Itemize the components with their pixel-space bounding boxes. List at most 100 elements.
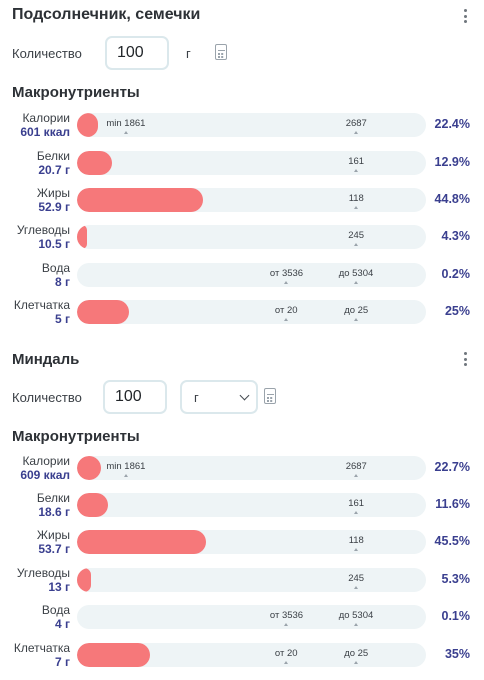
- unit-select-value: г: [194, 389, 199, 405]
- progress-fill: [77, 188, 203, 212]
- nutrient-progress-bar: от 20 до 25: [77, 300, 426, 324]
- progress-fill: [77, 530, 207, 554]
- norm-marker-label: 2687: [345, 461, 367, 472]
- norm-marker-label: до 25: [344, 305, 369, 316]
- norm-marker-tick: [123, 474, 128, 477]
- nutrient-percent: 25%: [444, 304, 470, 318]
- nutrient-progress-bar: 245: [77, 225, 426, 249]
- norm-marker-label: до 5304: [338, 268, 374, 279]
- progress-fill: [77, 643, 151, 667]
- norm-marker-label: 118: [348, 535, 364, 546]
- progress-fill: [77, 493, 109, 517]
- nutrient-name: Калории: [22, 111, 70, 125]
- progress-fill: [77, 300, 130, 324]
- food-title: Миндаль: [12, 351, 80, 368]
- norm-marker-label: до 5304: [338, 610, 374, 621]
- nutrient-row: Жиры 53.7 г 118 45.5%: [0, 528, 484, 557]
- calculator-icon[interactable]: [215, 44, 227, 60]
- norm-marker-label: 161: [348, 498, 365, 509]
- section-title-macronutrients: Макронутриенты: [12, 84, 140, 101]
- nutrient-progress-bar: min 1861 2687: [77, 456, 426, 480]
- nutrient-percent: 4.3%: [441, 229, 471, 243]
- nutrient-amount: 10.5 г: [38, 237, 70, 251]
- progress-fill: [77, 151, 112, 175]
- nutrient-row: Клетчатка 7 г от 20 до 25 35%: [0, 641, 484, 670]
- nutrient-amount: 53.7 г: [38, 542, 70, 556]
- nutrient-row: Клетчатка 5 г от 20 до 25 25%: [0, 298, 484, 327]
- norm-marker-tick: [123, 131, 128, 134]
- nutrient-row: Белки 18.6 г 161 11.6%: [0, 491, 484, 520]
- nutrient-name: Клетчатка: [13, 641, 70, 655]
- norm-marker-tick: [354, 623, 359, 626]
- quantity-input[interactable]: 100: [105, 36, 169, 70]
- nutrient-amount: 18.6 г: [38, 505, 70, 519]
- norm-marker-tick: [354, 661, 359, 664]
- nutrient-amount: 13 г: [48, 580, 70, 594]
- norm-marker-tick: [354, 511, 359, 514]
- nutrient-percent: 11.6%: [435, 497, 470, 511]
- section-title-macronutrients: Макронутриенты: [12, 428, 140, 445]
- norm-marker-label: от 20: [274, 305, 298, 316]
- nutrient-percent: 22.4%: [434, 117, 470, 131]
- nutrient-name: Калории: [22, 454, 70, 468]
- nutrient-percent: 0.1%: [441, 609, 471, 623]
- nutrient-percent: 35%: [444, 647, 470, 661]
- nutrient-percent: 45.5%: [434, 534, 470, 548]
- nutrient-progress-bar: 161: [77, 493, 426, 517]
- norm-marker-label: от 3536: [269, 268, 304, 279]
- nutrient-row: Вода 8 г от 3536 до 5304 0.2%: [0, 261, 484, 290]
- norm-marker-tick: [354, 169, 359, 172]
- nutrient-progress-bar: 161: [77, 151, 426, 175]
- quantity-label: Количество: [12, 390, 82, 405]
- progress-fill: [77, 568, 91, 592]
- progress-fill: [77, 456, 102, 480]
- calculator-icon[interactable]: [264, 388, 276, 404]
- progress-fill: [77, 225, 88, 249]
- nutrient-percent: 44.8%: [434, 192, 470, 206]
- norm-marker-label: min 1861: [106, 461, 146, 472]
- more-options-icon[interactable]: [458, 7, 472, 25]
- nutrient-amount: 20.7 г: [38, 163, 70, 177]
- norm-marker-label: 118: [348, 193, 364, 204]
- quantity-input[interactable]: 100: [103, 380, 167, 414]
- norm-marker-label: 245: [348, 230, 365, 241]
- nutrient-percent: 5.3%: [441, 572, 471, 586]
- norm-marker-label: от 20: [274, 648, 298, 659]
- nutrient-name: Углеводы: [16, 566, 70, 580]
- norm-marker-label: 2687: [345, 118, 367, 129]
- unit-select[interactable]: г: [180, 380, 258, 414]
- norm-marker-tick: [354, 131, 359, 134]
- nutrient-row: Калории 601 ккал min 1861 2687 22.4%: [0, 111, 484, 140]
- nutrient-progress-bar: 245: [77, 568, 426, 592]
- norm-marker-label: 161: [348, 156, 365, 167]
- norm-marker-tick: [354, 281, 359, 284]
- food-card-almond: Миндаль Количество 100 г Макронутриенты …: [0, 340, 484, 680]
- nutrient-progress-bar: от 20 до 25: [77, 643, 426, 667]
- norm-marker-tick: [284, 623, 289, 626]
- norm-marker-tick: [354, 243, 359, 246]
- nutrient-percent: 0.2%: [441, 267, 471, 281]
- norm-marker-label: до 25: [344, 648, 369, 659]
- progress-fill: [77, 113, 98, 137]
- nutrient-row: Калории 609 ккал min 1861 2687 22.7%: [0, 454, 484, 483]
- nutrient-progress-bar: min 1861 2687: [77, 113, 426, 137]
- quantity-label: Количество: [12, 46, 82, 61]
- norm-marker-label: min 1861: [106, 118, 146, 129]
- nutrient-progress-bar: 118: [77, 530, 426, 554]
- nutrient-name: Белки: [36, 491, 70, 505]
- nutrient-name: Жиры: [36, 186, 70, 200]
- nutrient-amount: 609 ккал: [20, 468, 70, 482]
- nutrient-amount: 7 г: [54, 655, 70, 669]
- nutrient-amount: 8 г: [54, 275, 70, 289]
- nutrient-progress-bar: 118: [77, 188, 426, 212]
- nutrient-percent: 12.9%: [434, 155, 470, 169]
- nutrient-name: Вода: [41, 603, 70, 617]
- nutrient-name: Углеводы: [16, 223, 70, 237]
- nutrient-progress-bar: от 3536 до 5304: [77, 605, 426, 629]
- more-options-icon[interactable]: [458, 350, 472, 368]
- norm-marker-tick: [284, 661, 289, 664]
- norm-marker-tick: [354, 206, 359, 209]
- food-card-sunflower-seeds: Подсолнечник, семечки Количество 100 г М…: [0, 6, 484, 327]
- nutrient-row: Жиры 52.9 г 118 44.8%: [0, 186, 484, 215]
- nutrient-amount: 601 ккал: [20, 125, 70, 139]
